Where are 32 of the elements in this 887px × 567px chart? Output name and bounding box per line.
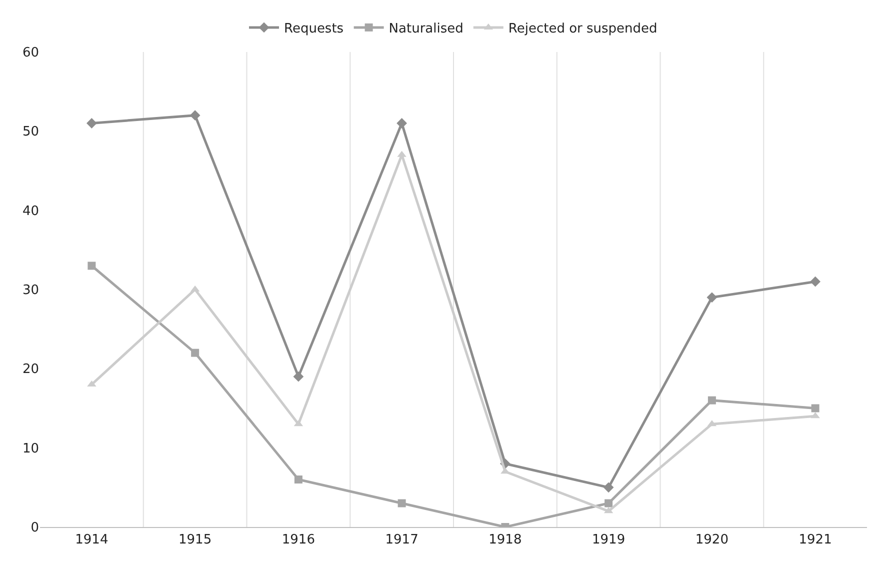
legend-label: Requests: [284, 22, 344, 37]
point: [86, 118, 97, 128]
point: [190, 110, 200, 121]
x-tick-label: 1918: [488, 532, 522, 548]
y-tick-label: 40: [22, 204, 39, 219]
y-tick-label: 50: [22, 124, 39, 140]
legend-label: Rejected or suspended: [508, 22, 658, 37]
point: [708, 396, 716, 404]
y-tick-label: 20: [22, 362, 39, 378]
x-tick-label: 1917: [385, 532, 418, 548]
point: [811, 404, 820, 412]
point: [293, 371, 304, 382]
x-tick-label: 1914: [75, 532, 108, 548]
y-tick-label: 60: [22, 46, 39, 61]
x-tick-label: 1915: [178, 532, 212, 548]
x-tick-label: 1919: [592, 532, 626, 548]
point: [604, 499, 613, 508]
y-tick-label: 10: [22, 441, 39, 456]
x-tick-label: 1916: [282, 532, 315, 548]
point: [398, 499, 406, 508]
point: [706, 292, 718, 303]
x-tick-label: 1921: [798, 532, 832, 548]
point: [191, 348, 200, 357]
legend-label: Naturalised: [388, 22, 464, 37]
point: [810, 276, 821, 287]
point: [396, 118, 408, 128]
point: [603, 482, 614, 493]
y-tick-label: 30: [22, 283, 39, 298]
point: [294, 476, 302, 484]
y-tick-label: 0: [30, 520, 39, 536]
point: [88, 262, 96, 270]
x-tick-label: 1920: [695, 532, 728, 548]
